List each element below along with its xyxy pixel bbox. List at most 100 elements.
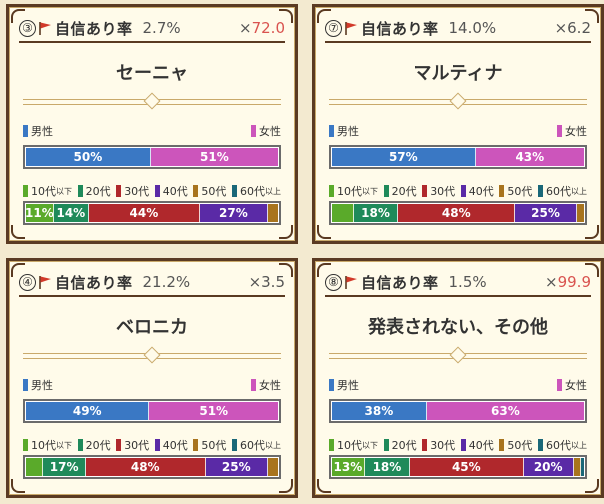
age-swatch xyxy=(231,439,237,451)
gender-legend: 男性 女性 xyxy=(329,123,587,139)
legend-age-3: 30代 xyxy=(422,183,455,199)
odds: ×6.2 xyxy=(555,19,591,37)
character-card-1: ③ 自信あり率 2.7% ×72.0 セーニャ 男性 女性 50% 51% 10… xyxy=(6,4,298,244)
age-swatch xyxy=(537,185,543,197)
age-label: 10代 xyxy=(31,439,56,452)
legend-age-5: 50代 xyxy=(499,437,532,453)
age-bar-segment-2: 14% xyxy=(53,204,89,222)
corner-ornament xyxy=(11,479,25,493)
age-label: 60代 xyxy=(239,439,265,452)
age-swatch xyxy=(23,185,28,197)
odds-prefix: × xyxy=(239,19,252,37)
confidence-label: 自信あり率 xyxy=(361,19,439,38)
age-label: 10代 xyxy=(31,185,56,198)
card-header: ⑦ 自信あり率 14.0% ×6.2 xyxy=(325,15,591,43)
age-label: 20代 xyxy=(391,185,417,198)
corner-ornament xyxy=(279,263,293,277)
flag-icon xyxy=(345,22,357,35)
age-label-suffix: 以下 xyxy=(362,440,378,450)
age-swatch xyxy=(499,439,505,451)
age-bar-segment-1: 13% xyxy=(332,458,365,476)
gender-bar: 38% 63% xyxy=(329,399,587,423)
age-bar-segment-1: 11% xyxy=(26,204,54,222)
character-card-2: ⑦ 自信あり率 14.0% ×6.2 マルティナ 男性 女性 57% 43% 1… xyxy=(312,4,604,244)
ornament-divider xyxy=(23,353,281,359)
rank-number: ⑧ xyxy=(325,273,342,291)
male-swatch xyxy=(329,125,334,137)
age-bar-segment-2: 17% xyxy=(43,458,86,476)
legend-age-4: 40代 xyxy=(154,183,188,199)
age-swatch xyxy=(383,185,389,197)
confidence-label: 自信あり率 xyxy=(361,273,439,292)
corner-ornament xyxy=(317,263,331,277)
age-bar-segment-6 xyxy=(581,458,584,476)
rank-number: ⑦ xyxy=(325,19,342,37)
legend-male-label: 男性 xyxy=(31,379,53,392)
legend-female-label: 女性 xyxy=(259,379,281,392)
legend-age-2: 20代 xyxy=(77,437,111,453)
age-label: 10代 xyxy=(337,185,362,198)
age-label: 50代 xyxy=(201,185,227,198)
male-swatch xyxy=(23,379,28,391)
legend-age-5: 50代 xyxy=(193,183,226,199)
age-legend: 10代 以下 20代 30代 40代 50代 60代 以上 xyxy=(329,437,587,453)
age-label-suffix: 以下 xyxy=(56,186,72,196)
legend-male-label: 男性 xyxy=(31,125,53,138)
odds-prefix: × xyxy=(248,273,262,291)
legend-age-2: 20代 xyxy=(77,183,111,199)
confidence-rate: 1.5% xyxy=(448,273,487,291)
age-legend: 10代 以下 20代 30代 40代 50代 60代 以上 xyxy=(23,437,281,453)
legend-age-1: 10代 以下 xyxy=(329,183,378,199)
odds-prefix: × xyxy=(554,19,568,37)
age-label: 40代 xyxy=(468,439,494,452)
age-bar-segment-2: 18% xyxy=(354,204,399,222)
legend-age-1: 10代 以下 xyxy=(23,183,72,199)
corner-ornament xyxy=(279,479,293,493)
age-bar-segment-3: 44% xyxy=(88,204,200,222)
age-swatch xyxy=(193,185,199,197)
ornament-divider xyxy=(329,99,587,105)
age-bar-segment-3: 48% xyxy=(398,204,516,222)
legend-age-4: 40代 xyxy=(154,437,188,453)
legend-age-4: 40代 xyxy=(460,437,494,453)
age-legend: 10代 以下 20代 30代 40代 50代 60代 以上 xyxy=(329,183,587,199)
character-card-4: ⑧ 自信あり率 1.5% ×99.9 発表されない、その他 男性 女性 38% … xyxy=(312,258,604,498)
gender-bar-female: 43% xyxy=(475,148,584,166)
legend-age-6: 60代 以上 xyxy=(537,437,587,453)
age-swatch xyxy=(329,185,334,197)
age-label: 40代 xyxy=(468,185,494,198)
age-bar-segment-4: 27% xyxy=(199,204,268,222)
age-label: 30代 xyxy=(124,439,150,452)
confidence-label: 自信あり率 xyxy=(55,19,133,38)
age-bar: 17% 48% 25% xyxy=(23,455,281,479)
gender-legend: 男性 女性 xyxy=(329,377,587,393)
legend-age-3: 30代 xyxy=(422,437,455,453)
age-bar-segment-5 xyxy=(267,458,278,476)
age-label: 30代 xyxy=(124,185,150,198)
age-swatch xyxy=(499,185,505,197)
age-swatch xyxy=(460,439,466,451)
age-label: 50代 xyxy=(507,439,533,452)
age-bar-segment-4: 25% xyxy=(515,204,577,222)
age-label-suffix: 以上 xyxy=(570,186,587,196)
corner-ornament xyxy=(585,9,599,23)
age-bar-segment-5 xyxy=(576,204,584,222)
age-swatch xyxy=(383,439,389,451)
legend-age-2: 20代 xyxy=(383,437,417,453)
corner-ornament xyxy=(317,9,331,23)
odds-value: 3.5 xyxy=(261,273,285,291)
corner-ornament xyxy=(11,263,25,277)
gender-bar: 57% 43% xyxy=(329,145,587,169)
age-swatch xyxy=(154,439,160,451)
odds: ×72.0 xyxy=(239,19,285,37)
odds-prefix: × xyxy=(545,273,558,291)
gender-bar-female: 51% xyxy=(149,402,278,420)
age-label: 50代 xyxy=(201,439,227,452)
legend-female: 女性 xyxy=(557,123,587,139)
legend-female-label: 女性 xyxy=(259,125,281,138)
age-bar: 18% 48% 25% xyxy=(329,201,587,225)
corner-ornament xyxy=(11,225,25,239)
age-bar: 13% 18% 45% 20% xyxy=(329,455,587,479)
rank-number: ④ xyxy=(19,273,36,291)
gender-bar: 50% 51% xyxy=(23,145,281,169)
